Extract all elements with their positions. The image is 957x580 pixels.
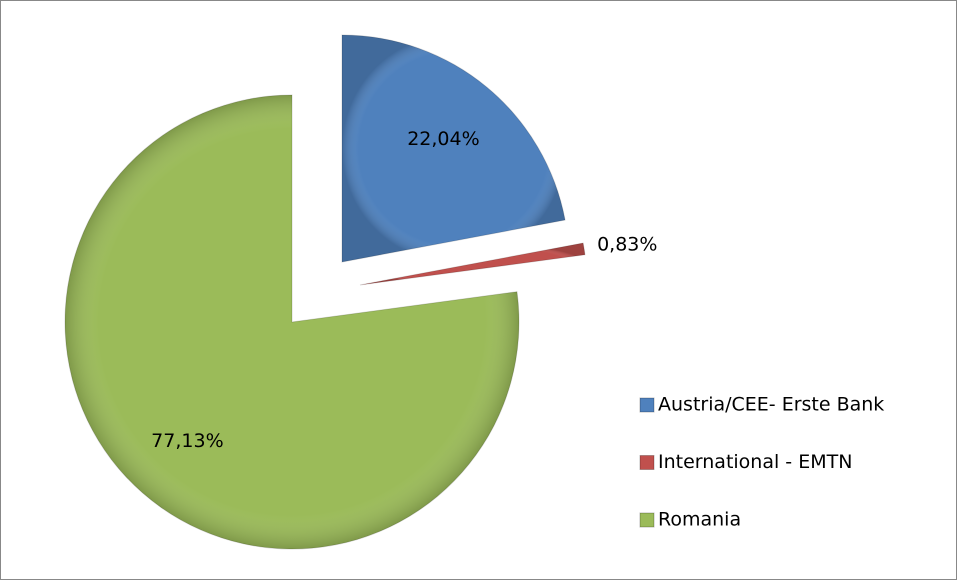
data-label: 77,13% [151,430,223,452]
data-label: 0,83% [597,233,657,255]
legend-swatch [639,397,655,413]
data-label: 22,04% [407,128,479,150]
legend-label: International - EMTN [658,451,852,473]
legend-swatch [639,455,655,470]
legend-label: Romania [658,509,741,531]
legend-swatch [639,512,655,528]
legend-label: Austria/CEE- Erste Bank [658,394,884,416]
